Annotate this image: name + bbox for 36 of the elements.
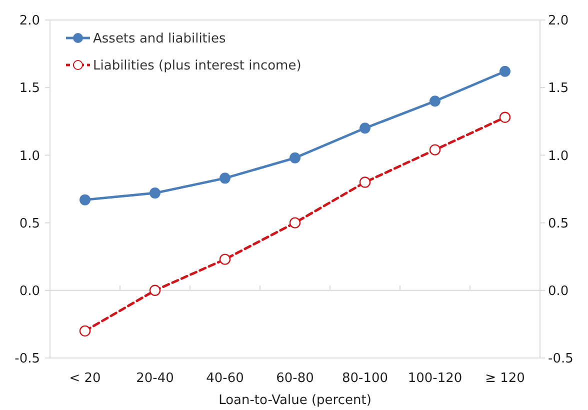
y-tick-label: 0.0 (19, 284, 40, 299)
y2-tick-label: 0.0 (548, 284, 569, 299)
x-tick-label: 40-60 (206, 371, 244, 386)
x-tick-label: < 20 (69, 371, 101, 386)
x-tick-label: 80-100 (342, 371, 388, 386)
y2-tick-label: 1.5 (548, 81, 569, 96)
y-tick-label: 1.0 (19, 148, 40, 164)
y2-tick-label: 0.5 (548, 216, 569, 232)
y2-tick-label: 1.0 (548, 148, 569, 164)
x-axis-title: Loan-to-Value (percent) (218, 393, 372, 408)
legend-label: Assets and liabilities (93, 32, 226, 47)
point (360, 122, 370, 134)
y-tick-label: 0.5 (19, 216, 40, 232)
point (499, 112, 511, 123)
point (80, 194, 90, 206)
y2-tick-label: -0.5 (548, 352, 574, 367)
x-tick-label: 60-80 (276, 371, 314, 386)
point (150, 188, 160, 199)
point (290, 152, 300, 164)
point (289, 217, 301, 228)
x-tick-label: 20-40 (136, 371, 174, 386)
y-tick-label: 2.0 (19, 14, 40, 29)
point (220, 172, 230, 184)
legend-label: Liabilities (plus interest income) (93, 58, 302, 74)
point (79, 325, 91, 337)
y-tick-label: -0.5 (14, 352, 40, 367)
point (219, 254, 231, 265)
y-tick-label: 1.5 (19, 81, 40, 96)
point (430, 96, 440, 107)
y2-tick-label: 2.0 (548, 14, 569, 29)
point (359, 176, 371, 188)
point (429, 144, 441, 156)
x-tick-label: ≥ 120 (485, 371, 525, 386)
x-tick-label: 100-120 (408, 371, 462, 386)
point (500, 66, 510, 77)
point (149, 284, 161, 296)
